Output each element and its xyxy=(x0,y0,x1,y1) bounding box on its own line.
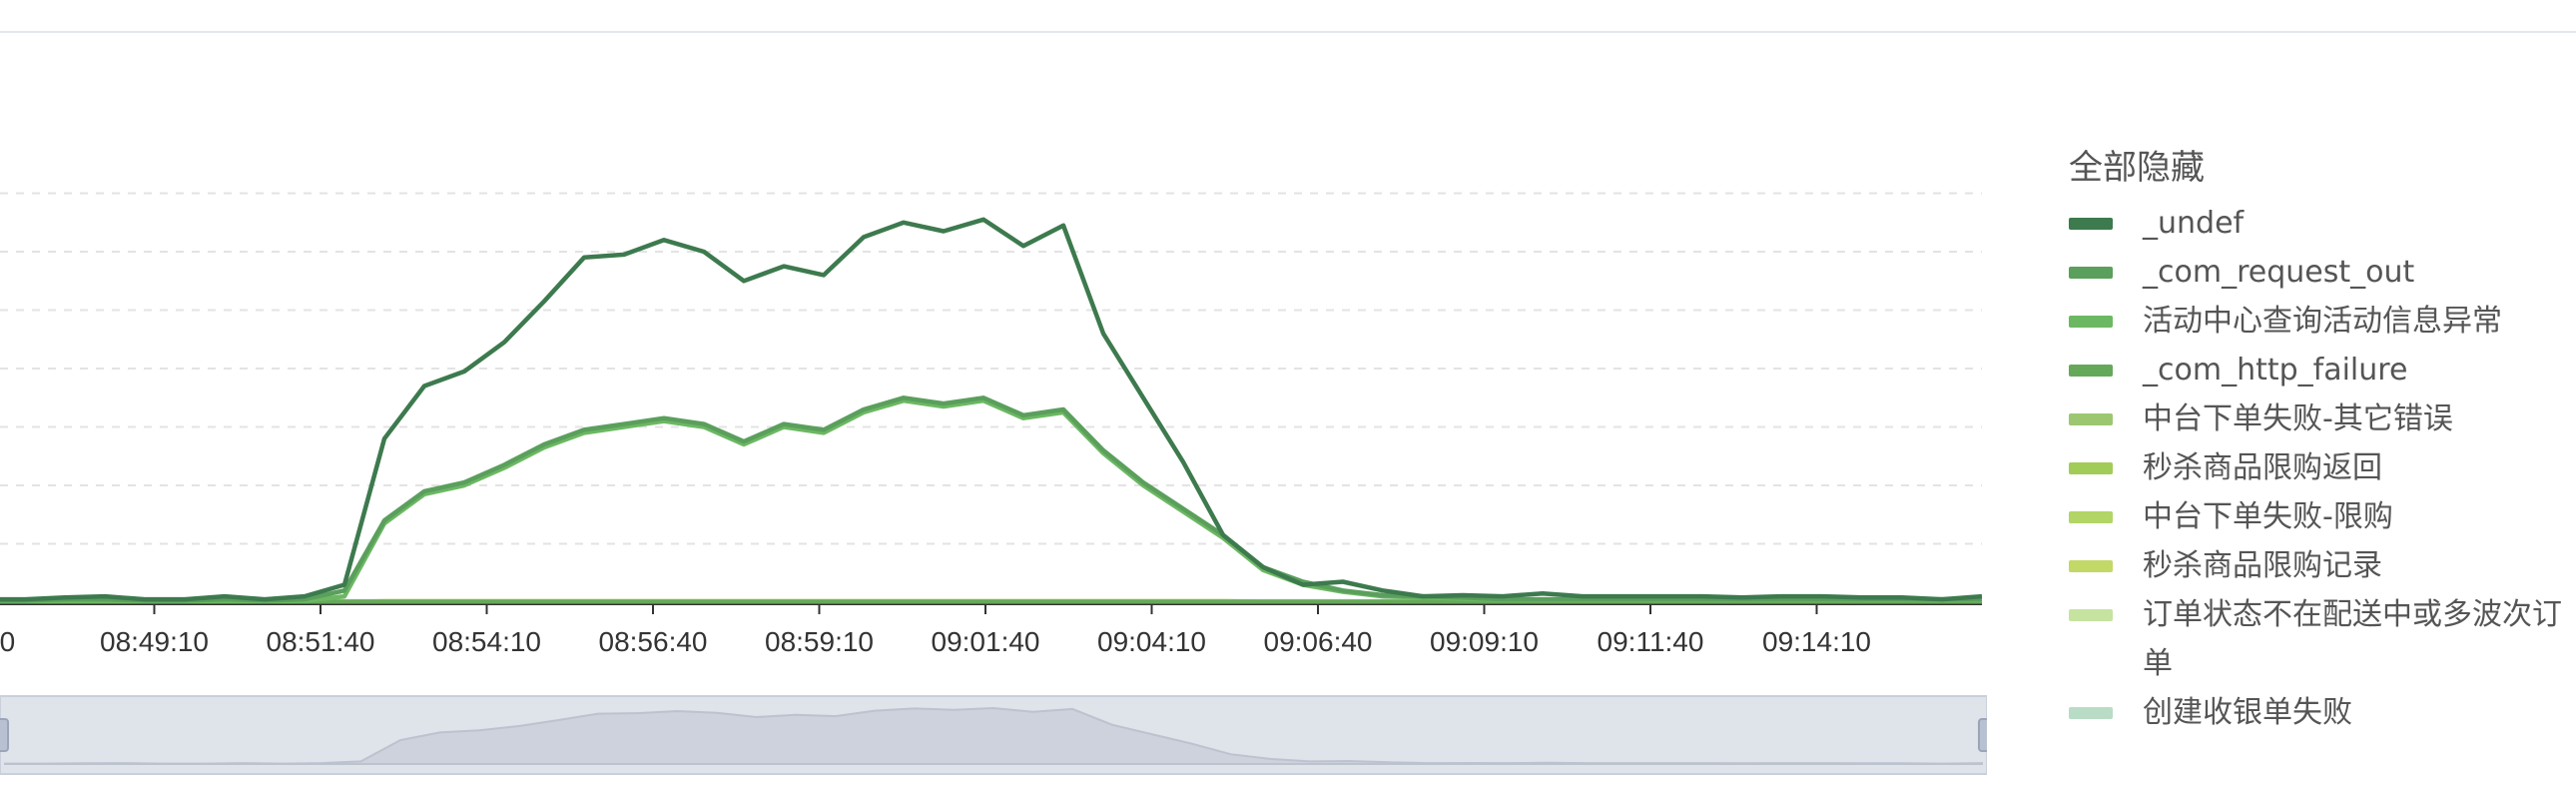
legend-swatch xyxy=(2069,560,2113,572)
legend-label: 活动中心查询活动信息异常 xyxy=(2143,304,2502,339)
x-axis: 6:40 08:49:10 08:51:40 08:54:10 08:56:40 08:5… xyxy=(0,603,1982,657)
legend-label: _undef xyxy=(2143,206,2245,241)
legend-item[interactable]: 中台下单失败-限购 xyxy=(2069,492,2568,541)
legend-swatch xyxy=(2069,413,2113,425)
legend-label: 中台下单失败-其它错误 xyxy=(2143,401,2453,436)
x-tick-label: 09:11:40 xyxy=(1598,626,1704,657)
zoom-handle-left[interactable] xyxy=(0,718,9,752)
legend-swatch xyxy=(2069,511,2113,523)
data-zoom-slider[interactable] xyxy=(0,695,1987,775)
line-chart: 6:40 08:49:10 08:51:40 08:54:10 08:56:40 08:5… xyxy=(0,192,1987,775)
top-divider xyxy=(0,31,2576,33)
legend-swatch xyxy=(2069,267,2113,279)
series-line xyxy=(0,395,1982,603)
legend-item[interactable]: 活动中心查询活动信息异常 xyxy=(2069,297,2568,346)
legend-item[interactable]: _com_request_out xyxy=(2069,248,2568,297)
legend-label: 订单状态不在配送中或多波次订单 xyxy=(2143,597,2562,681)
legend-label: _com_http_failure xyxy=(2143,353,2408,388)
legend-label: 秒杀商品限购记录 xyxy=(2143,548,2382,583)
x-tick-label: 6:40 xyxy=(0,626,15,657)
legend-swatch xyxy=(2069,218,2113,230)
legend-swatch xyxy=(2069,609,2113,621)
x-tick-label: 08:49:10 xyxy=(100,626,209,657)
grid-lines xyxy=(0,192,1982,545)
x-tick-label: 08:56:40 xyxy=(599,626,708,657)
legend-swatch xyxy=(2069,316,2113,328)
legend: 全部隐藏 _undef _com_request_out 活动中心查询活动信息异常 _… xyxy=(2069,140,2568,737)
legend-hide-all-toggle[interactable]: 全部隐藏 xyxy=(2069,148,2205,188)
x-tick-label: 09:06:40 xyxy=(1264,626,1373,657)
legend-item[interactable]: _com_http_failure xyxy=(2069,346,2568,394)
x-tick-label: 09:09:10 xyxy=(1430,626,1539,657)
legend-item[interactable]: 秒杀商品限购返回 xyxy=(2069,443,2568,492)
x-tick-label: 09:14:10 xyxy=(1762,626,1871,657)
legend-item[interactable]: 中台下单失败-其它错误 xyxy=(2069,394,2568,443)
series-line xyxy=(0,397,1982,604)
legend-items: _undef _com_request_out 活动中心查询活动信息异常 _com_h… xyxy=(2069,199,2568,737)
zoom-overview-area xyxy=(4,706,1983,765)
legend-swatch xyxy=(2069,462,2113,474)
legend-swatch xyxy=(2069,365,2113,377)
legend-label: 秒杀商品限购返回 xyxy=(2143,450,2382,485)
x-tick-label: 09:01:40 xyxy=(932,626,1040,657)
legend-label: 创建收银单失败 xyxy=(2143,695,2352,730)
legend-item[interactable]: 创建收银单失败 xyxy=(2069,688,2568,737)
x-tick-label: 08:54:10 xyxy=(432,626,541,657)
x-tick-label: 09:04:10 xyxy=(1097,626,1206,657)
legend-label: 中台下单失败-限购 xyxy=(2143,499,2393,534)
zoom-handle-right[interactable] xyxy=(1978,718,1987,752)
series-line xyxy=(0,217,1983,602)
legend-label: _com_request_out xyxy=(2143,255,2415,290)
legend-item[interactable]: 秒杀商品限购记录 xyxy=(2069,541,2568,590)
series-lines xyxy=(0,217,1983,604)
legend-item[interactable]: _undef xyxy=(2069,199,2568,248)
x-tick-label: 08:51:40 xyxy=(267,626,375,657)
legend-item[interactable]: 订单状态不在配送中或多波次订单 xyxy=(2069,590,2568,688)
x-tick-label: 08:59:10 xyxy=(765,626,874,657)
legend-swatch xyxy=(2069,707,2113,719)
